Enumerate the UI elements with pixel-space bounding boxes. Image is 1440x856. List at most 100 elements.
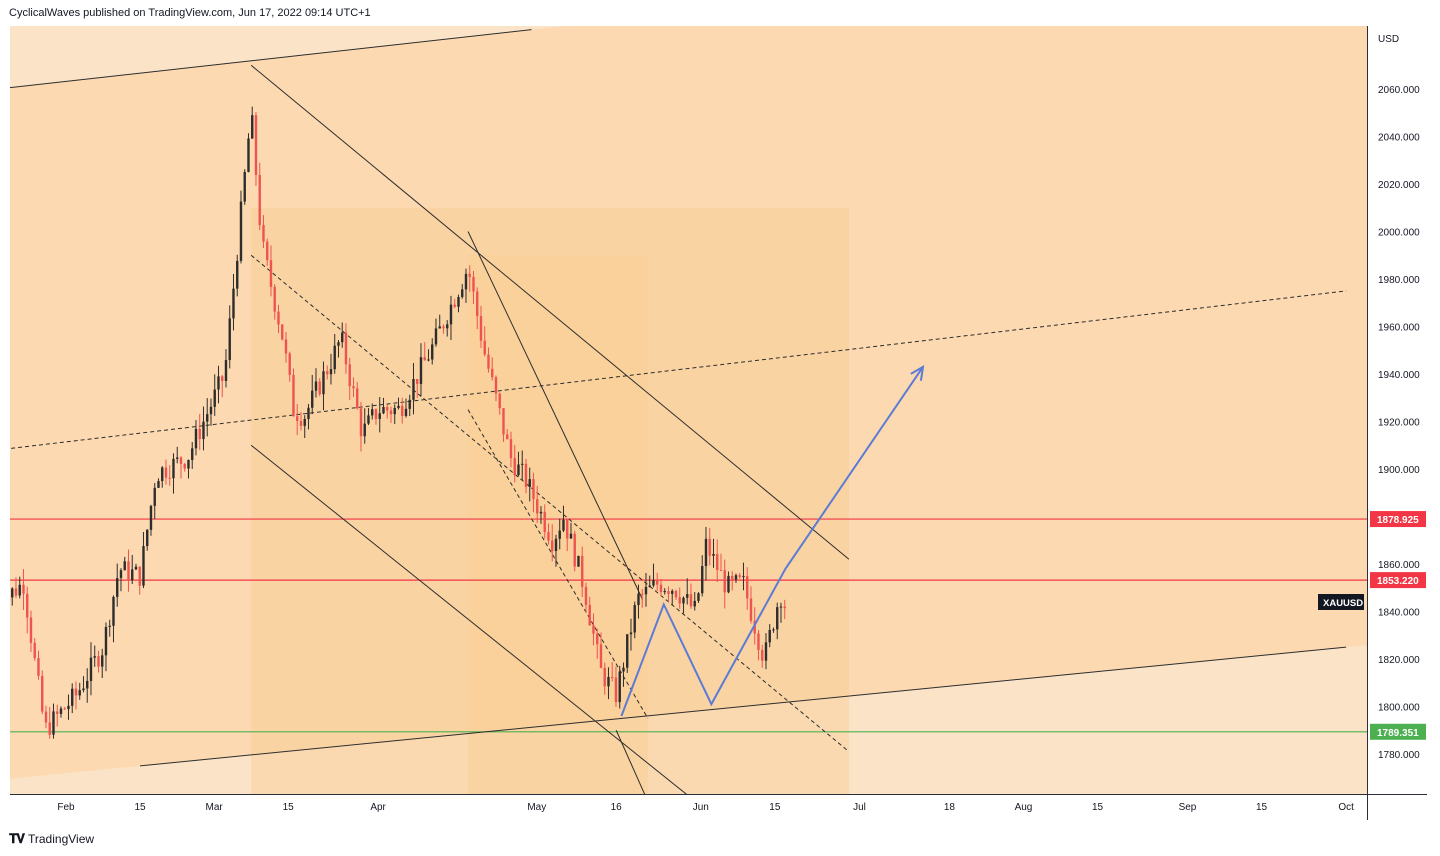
candle[interactable]: [622, 662, 625, 687]
trend-line-inner-lower[interactable]: [615, 730, 648, 801]
candle[interactable]: [329, 353, 333, 385]
candle[interactable]: [761, 644, 764, 668]
candle[interactable]: [637, 584, 640, 619]
candle[interactable]: [607, 667, 610, 700]
candle[interactable]: [344, 323, 348, 374]
candle[interactable]: [476, 287, 479, 330]
trend-line-lower-channel[interactable]: [140, 646, 1347, 767]
candle[interactable]: [719, 553, 723, 571]
candle[interactable]: [697, 592, 700, 603]
candle[interactable]: [746, 567, 749, 610]
candle[interactable]: [371, 403, 374, 420]
candle[interactable]: [502, 408, 505, 442]
trend-line-mid-channel[interactable]: [0, 290, 1347, 450]
candle[interactable]: [191, 442, 194, 469]
candle[interactable]: [663, 588, 666, 595]
candle[interactable]: [524, 458, 528, 494]
candle[interactable]: [498, 392, 501, 415]
candle[interactable]: [674, 589, 678, 600]
candle[interactable]: [97, 650, 100, 673]
trend-line-down-mid[interactable]: [250, 254, 850, 753]
candle[interactable]: [742, 562, 745, 591]
candle[interactable]: [281, 324, 284, 341]
time-axis[interactable]: Feb 15 Mar 15 Apr May 16 Jun 15 Jul 18 Aug 15 Sep 15 Oc…: [57, 802, 1354, 813]
candle[interactable]: [547, 523, 550, 545]
candle[interactable]: [599, 632, 603, 669]
candle[interactable]: [378, 397, 381, 433]
candle[interactable]: [584, 582, 588, 613]
candle[interactable]: [48, 707, 51, 739]
candle[interactable]: [517, 451, 520, 477]
candle[interactable]: [251, 106, 254, 140]
candle[interactable]: [382, 397, 385, 415]
candle[interactable]: [592, 613, 595, 646]
candle[interactable]: [464, 268, 468, 303]
candle[interactable]: [52, 703, 55, 739]
candle[interactable]: [468, 265, 471, 292]
candle[interactable]: [41, 670, 44, 715]
candle[interactable]: [127, 549, 130, 592]
candle[interactable]: [487, 347, 490, 373]
candle[interactable]: [551, 524, 554, 562]
candle[interactable]: [678, 587, 681, 609]
candle[interactable]: [393, 404, 396, 424]
candle[interactable]: [581, 546, 584, 598]
candle[interactable]: [626, 634, 629, 673]
candle[interactable]: [509, 431, 513, 468]
candle[interactable]: [303, 415, 306, 439]
candle[interactable]: [689, 583, 693, 609]
candle[interactable]: [202, 406, 205, 451]
candle[interactable]: [491, 357, 494, 381]
candle[interactable]: [183, 462, 186, 472]
candle[interactable]: [0, 597, 2, 616]
trend-line-down-upper[interactable]: [250, 64, 850, 560]
candle[interactable]: [172, 453, 175, 494]
candle[interactable]: [479, 305, 483, 348]
candle[interactable]: [266, 238, 269, 266]
candle[interactable]: [723, 559, 726, 609]
candle[interactable]: [682, 596, 685, 614]
candle[interactable]: [453, 298, 456, 309]
candle[interactable]: [776, 602, 779, 640]
candle[interactable]: [101, 648, 104, 679]
candle[interactable]: [573, 530, 576, 572]
candle[interactable]: [314, 368, 318, 398]
candle[interactable]: [431, 338, 434, 365]
candle[interactable]: [228, 305, 231, 369]
candle[interactable]: [146, 529, 149, 551]
candle[interactable]: [577, 555, 580, 567]
candle[interactable]: [611, 662, 614, 682]
candle[interactable]: [521, 450, 524, 480]
candle[interactable]: [161, 466, 164, 488]
candle[interactable]: [693, 592, 696, 611]
candle[interactable]: [359, 401, 363, 452]
candle[interactable]: [284, 331, 288, 363]
candle[interactable]: [209, 398, 213, 426]
candle[interactable]: [352, 377, 355, 398]
candle[interactable]: [757, 630, 760, 661]
candle[interactable]: [322, 361, 325, 411]
candle[interactable]: [292, 368, 295, 417]
candle[interactable]: [82, 676, 85, 693]
candle[interactable]: [116, 563, 119, 607]
candle[interactable]: [112, 595, 115, 643]
candle[interactable]: [569, 522, 573, 539]
candle[interactable]: [712, 538, 715, 568]
candle[interactable]: [93, 645, 96, 667]
candle[interactable]: [157, 478, 160, 488]
candle[interactable]: [618, 665, 621, 709]
candle[interactable]: [213, 374, 216, 416]
candle[interactable]: [134, 563, 138, 571]
candle[interactable]: [44, 705, 48, 729]
candle[interactable]: [206, 398, 209, 437]
candle[interactable]: [89, 642, 93, 696]
candle[interactable]: [401, 397, 404, 424]
candle[interactable]: [708, 527, 711, 566]
candle[interactable]: [772, 627, 775, 633]
candle[interactable]: [434, 318, 438, 347]
candle[interactable]: [427, 349, 430, 362]
candle[interactable]: [494, 375, 498, 402]
candle[interactable]: [596, 628, 599, 659]
candle[interactable]: [74, 681, 78, 710]
candle[interactable]: [532, 472, 535, 513]
